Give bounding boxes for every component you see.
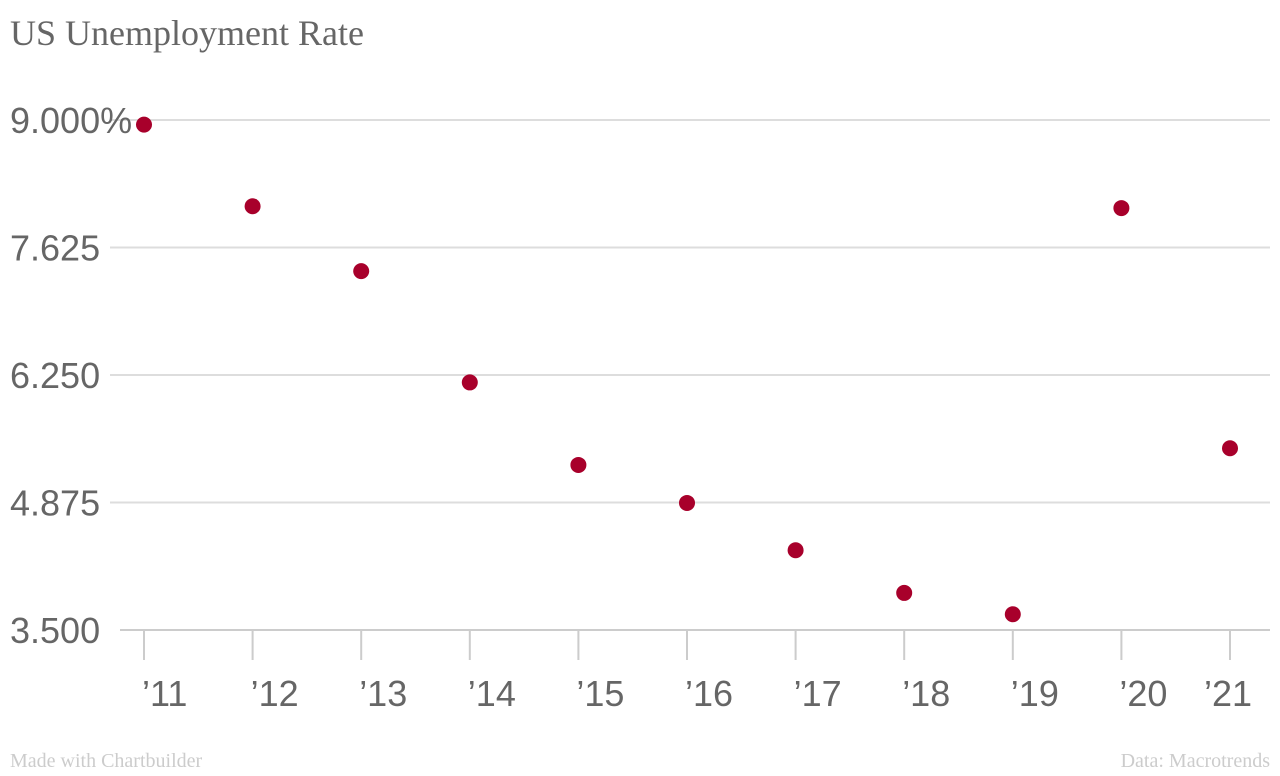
x-tick-label: ’14 [468,673,516,714]
x-tick-label: ’17 [794,673,842,714]
data-point [896,584,913,601]
data-point [570,456,587,473]
data-point [461,374,478,391]
x-tick-label: ’21 [1204,673,1252,714]
data-point [136,116,152,133]
gridlines [110,119,1270,631]
x-tick-label: ’11 [142,673,187,714]
y-axis-tick-labels: 3.500 4.875 6.250 7.625 9.000% [10,100,132,651]
source-text: Data: Macrotrends [1120,750,1270,772]
x-axis-ticks: ’11 ’12 ’13 ’14 ’15 ’16 ’17 ’18 ’19 ’20 ’21 [142,630,1252,714]
data-points [136,116,1238,623]
x-tick-label: ’15 [576,673,624,714]
x-tick-label: ’20 [1119,673,1167,714]
y-tick-label: 7.625 [10,228,100,269]
x-tick-label: ’13 [359,673,407,714]
y-tick-label: 9.000% [10,100,132,141]
x-tick-label: ’12 [251,673,299,714]
data-point [1222,440,1238,457]
data-point [353,263,370,280]
credit-text: Made with Chartbuilder [10,750,203,772]
x-tick-label: ’18 [902,673,950,714]
x-tick-label: ’19 [1011,673,1059,714]
y-tick-label: 6.250 [10,355,100,396]
data-point [787,542,804,559]
chart-title: US Unemployment Rate [10,13,364,53]
x-tick-label: ’16 [685,673,733,714]
data-point [244,198,261,215]
data-point [1004,606,1021,623]
y-tick-label: 3.500 [10,610,100,651]
data-point [1113,200,1130,217]
y-tick-label: 4.875 [10,483,100,524]
data-point [679,494,695,511]
